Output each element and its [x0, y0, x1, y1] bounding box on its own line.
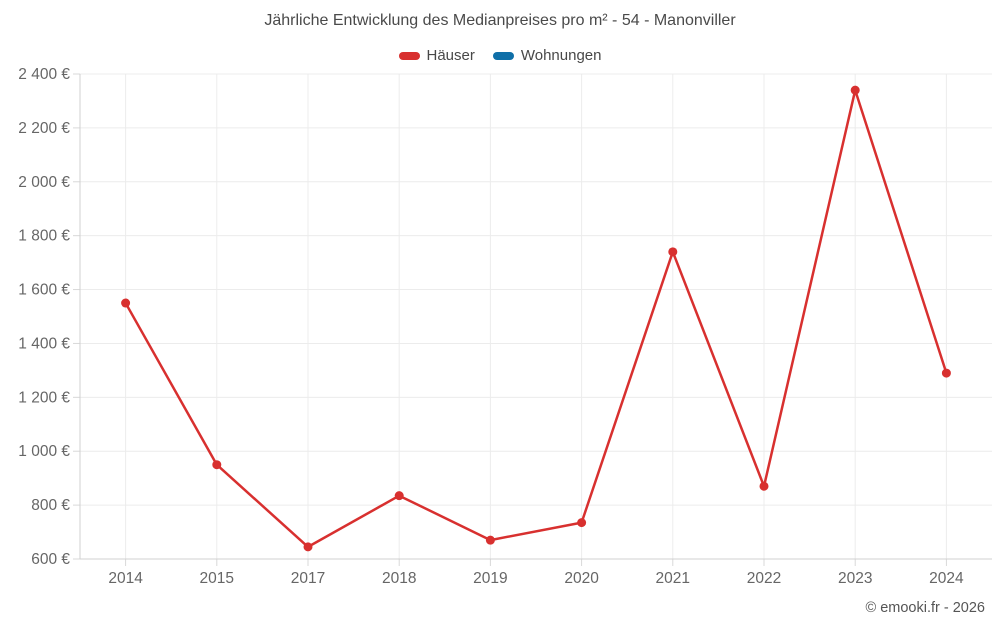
- x-axis-label: 2015: [200, 570, 234, 587]
- data-point-2023[interactable]: [850, 85, 860, 95]
- x-axis-label: 2020: [564, 570, 599, 587]
- legend-item-hauser[interactable]: Häuser: [398, 47, 475, 64]
- data-point-2017[interactable]: [303, 542, 313, 552]
- data-point-2021[interactable]: [668, 247, 678, 257]
- data-point-2020[interactable]: [577, 518, 587, 528]
- data-point-2015[interactable]: [212, 460, 222, 470]
- data-point-2024[interactable]: [941, 368, 951, 378]
- chart-legend: Häuser Wohnungen: [0, 47, 1000, 64]
- y-axis-label: 1 400 €: [18, 335, 70, 352]
- chart-title: Jährliche Entwicklung des Medianpreises …: [264, 12, 736, 29]
- x-axis-label: 2018: [382, 570, 416, 587]
- x-axis-label: 2021: [656, 570, 690, 587]
- x-axis-label: 2019: [473, 570, 507, 587]
- legend-label-hauser: Häuser: [426, 47, 475, 64]
- hauser-series-swatch-icon: [398, 51, 420, 60]
- x-axis-label: 2023: [838, 570, 872, 587]
- data-point-2018[interactable]: [394, 491, 404, 501]
- legend-label-wohnungen: Wohnungen: [520, 47, 602, 64]
- y-axis-label: 1 800 €: [18, 228, 70, 245]
- y-axis-label: 2 400 €: [18, 66, 70, 83]
- series-line-häuser: [124, 88, 948, 549]
- y-axis-label: 1 600 €: [18, 282, 70, 299]
- x-axis-label: 2024: [929, 570, 964, 587]
- y-axis-label: 2 000 €: [18, 174, 70, 191]
- y-axis-label: 1 000 €: [18, 443, 70, 460]
- legend-item-wohnungen[interactable]: Wohnungen: [492, 47, 602, 64]
- y-axis-label: 2 200 €: [18, 120, 70, 137]
- wohnungen-series-swatch-icon: [492, 51, 514, 60]
- y-axis-label: 1 200 €: [18, 389, 70, 406]
- y-axis-label: 800 €: [31, 497, 70, 514]
- x-axis-label: 2014: [108, 570, 143, 587]
- copyright-credit: © emooki.fr - 2026: [865, 600, 985, 616]
- x-axis-label: 2022: [747, 570, 781, 587]
- data-point-2019[interactable]: [485, 535, 495, 545]
- x-axis-label: 2017: [291, 570, 325, 587]
- data-point-2014[interactable]: [121, 298, 131, 308]
- data-point-2022[interactable]: [759, 481, 769, 491]
- y-axis-label: 600 €: [31, 551, 70, 568]
